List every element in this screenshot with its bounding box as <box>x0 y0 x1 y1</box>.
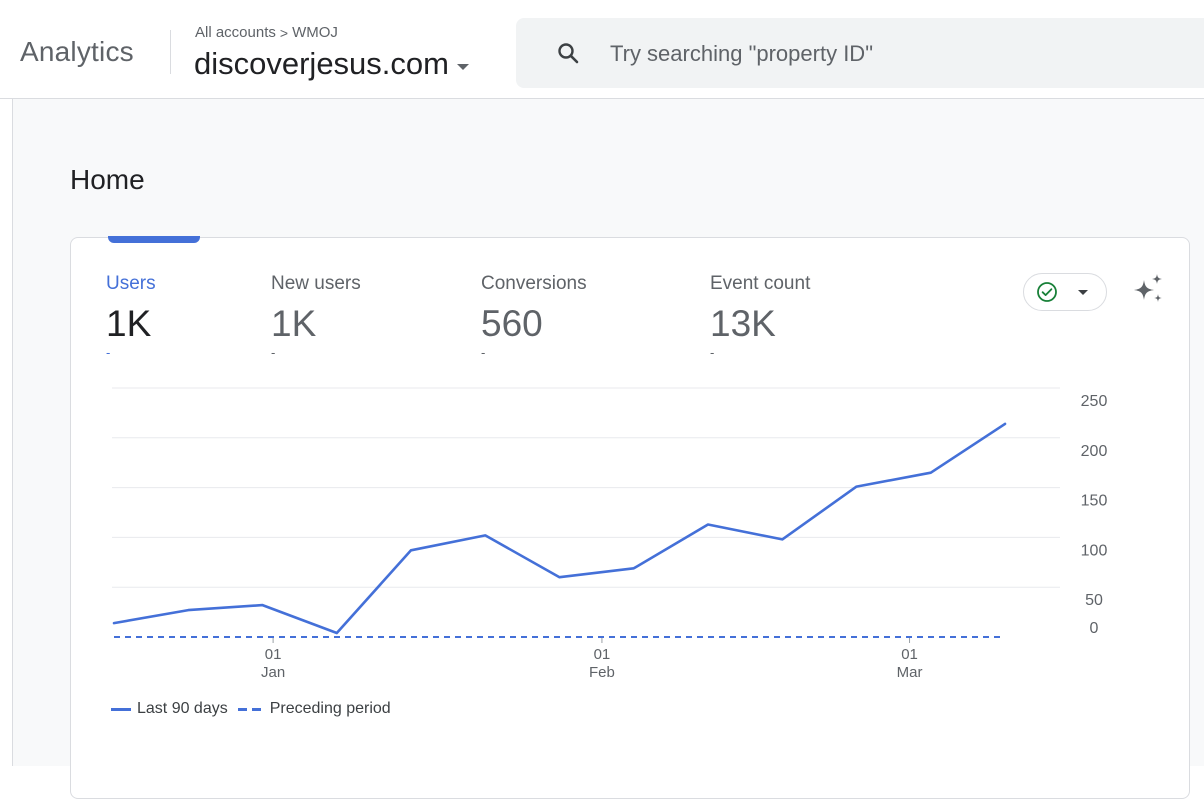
property-selector[interactable]: discoverjesus.com <box>194 46 469 82</box>
search-input[interactable] <box>608 34 1192 74</box>
breadcrumb-account[interactable]: WMOJ <box>292 24 338 41</box>
metric-value: 1K <box>271 303 317 344</box>
metric-event-count[interactable]: Event count 13K - <box>710 273 810 359</box>
legend-label-current: Last 90 days <box>137 700 228 717</box>
property-name[interactable]: discoverjesus.com <box>194 46 449 81</box>
app-name: Analytics <box>20 36 134 67</box>
metric-label: Event count <box>710 273 811 294</box>
metric-delta: - <box>106 345 111 360</box>
breadcrumb: All accounts > WMOJ <box>195 24 338 41</box>
sparkle-icon[interactable] <box>1130 272 1168 310</box>
metric-label: Conversions <box>481 273 587 294</box>
active-metric-indicator <box>108 236 200 243</box>
data-status-dropdown[interactable] <box>1023 273 1107 311</box>
metric-value: 560 <box>481 303 543 344</box>
breadcrumb-separator: > <box>279 24 289 41</box>
metric-conversions[interactable]: Conversions 560 - <box>481 273 587 359</box>
metric-value: 1K <box>106 303 152 344</box>
metric-delta: - <box>710 345 715 360</box>
legend-label-previous: Preceding period <box>269 700 391 717</box>
metric-delta: - <box>271 345 276 360</box>
metric-new-users[interactable]: New users 1K - <box>271 273 361 359</box>
legend-swatch-solid <box>111 707 131 711</box>
chevron-down-icon[interactable] <box>456 64 469 70</box>
metric-delta: - <box>481 345 486 360</box>
legend-swatch-dashed <box>237 707 262 711</box>
check-circle-icon <box>1037 282 1057 302</box>
chart-legend: Last 90 days Preceding period <box>111 700 391 718</box>
chevron-down-icon <box>1078 290 1088 295</box>
metric-label: Users <box>106 273 156 294</box>
top-bar: Analytics All accounts > WMOJ discoverje… <box>0 0 1204 99</box>
metric-label: New users <box>271 273 361 294</box>
metric-value: 13K <box>710 303 776 344</box>
metric-users[interactable]: Users 1K - <box>106 273 156 359</box>
search-bar[interactable] <box>516 18 1204 88</box>
search-icon[interactable] <box>556 41 580 65</box>
header-divider <box>170 30 171 74</box>
page-title: Home <box>70 164 145 195</box>
breadcrumb-all-accounts[interactable]: All accounts <box>195 24 276 41</box>
